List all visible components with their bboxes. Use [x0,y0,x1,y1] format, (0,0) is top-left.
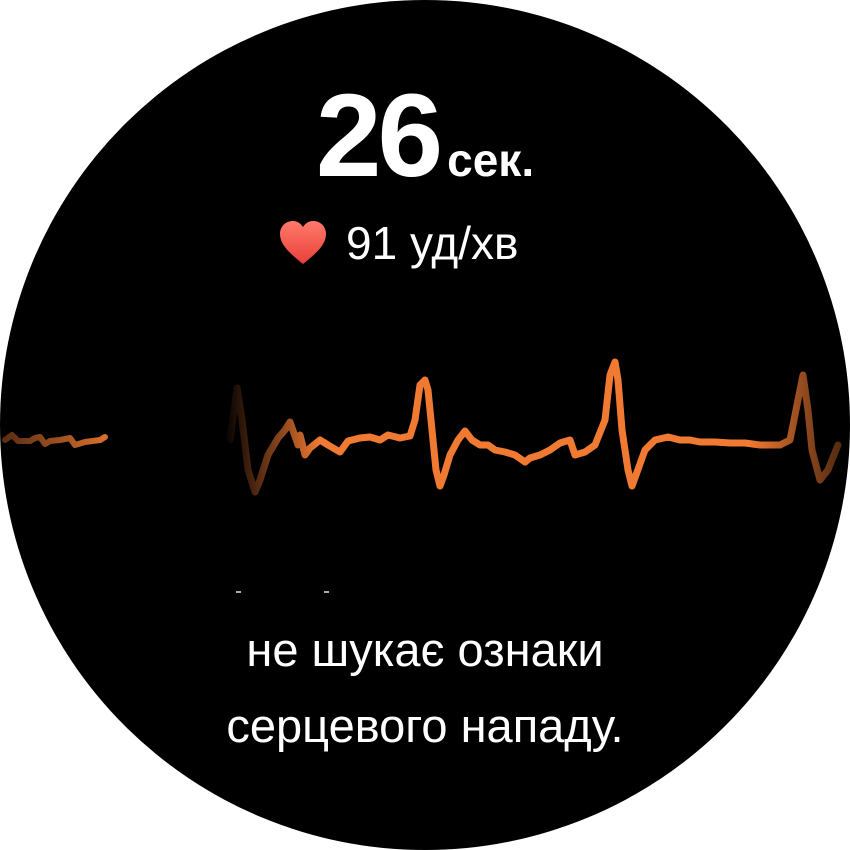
timer-value: 26 [315,70,443,202]
ecg-trace-previous [2,432,108,448]
timer-unit: сек. [447,134,535,186]
scroll-indicator-dot [236,591,241,593]
heart-rate: 91 уд/хв [278,216,518,270]
ecg-trace-current [226,358,842,496]
elapsed-timer: 26 сек. [0,68,850,204]
scroll-indicator-dot [324,591,329,593]
message-line-1: не шукає ознаки [246,623,604,676]
message-line-2: серцевого нападу. [226,699,624,752]
info-message: не шукає ознаки серцевого нападу. [0,612,850,764]
heart-rate-value: 91 уд/хв [346,217,519,269]
heart-icon [280,221,326,264]
